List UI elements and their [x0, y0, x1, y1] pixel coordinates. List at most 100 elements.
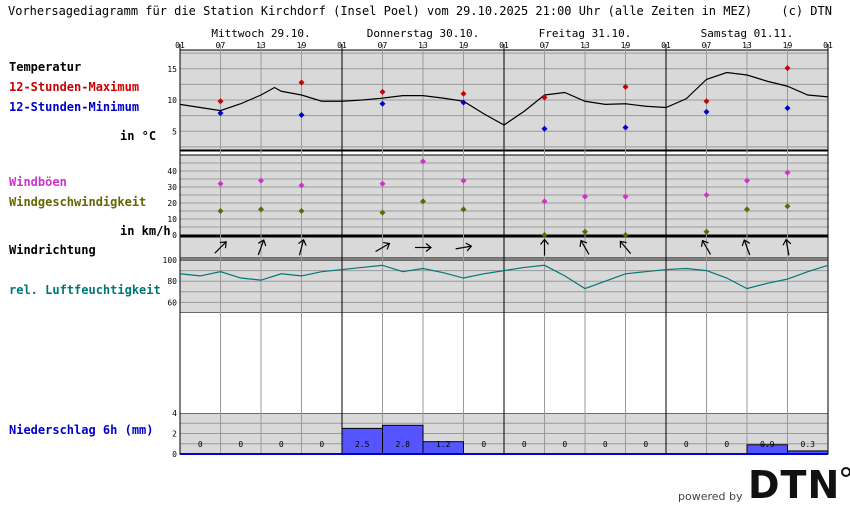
logo-dot-icon — [841, 467, 850, 477]
windspeed-point — [784, 203, 791, 210]
precip-value-label: 0 — [319, 440, 324, 449]
wind-arrow-icon — [214, 241, 227, 254]
precip-label: Niederschlag 6h (mm) — [9, 423, 154, 437]
wind-arrow-icon — [375, 241, 391, 253]
min12-point — [703, 108, 710, 115]
max12-point — [541, 94, 548, 101]
hour-tick-label: 19 — [783, 41, 793, 50]
wind-arrow-head — [741, 239, 751, 247]
precip-value-label: 0.9 — [760, 440, 775, 449]
hour-tick-label: 13 — [580, 41, 590, 50]
wind-arrow-shaft — [455, 245, 472, 250]
humidity-tick-label: 100 — [163, 256, 178, 265]
day-label: Donnerstag 30.10. — [367, 27, 480, 40]
max12-point — [460, 90, 467, 97]
humidity-line — [179, 264, 829, 290]
windspeed-point — [379, 209, 386, 216]
windspeed-point — [703, 228, 710, 235]
wind-arrow-icon — [700, 239, 712, 255]
temp-tick-label: 15 — [167, 65, 177, 74]
min12-point — [379, 100, 386, 107]
max12-point — [784, 65, 791, 72]
hour-tick-label: 19 — [297, 41, 307, 50]
gust-point — [460, 177, 467, 184]
precip-value-label: 0 — [684, 440, 689, 449]
hour-tick-label: 07 — [216, 41, 226, 50]
max12-point — [703, 98, 710, 105]
precip-value-label: 0 — [481, 440, 486, 449]
wind-arrow-shaft — [785, 239, 790, 256]
wind-arrow-head — [257, 239, 267, 247]
humidity-label: rel. Luftfeuchtigkeit — [9, 283, 161, 297]
hour-tick-label: 13 — [418, 41, 428, 50]
max12-point — [217, 98, 224, 105]
windspeed-label: Windgeschwindigkeit — [9, 195, 147, 209]
precip-value-label: 0 — [238, 440, 243, 449]
gust-point — [217, 180, 224, 187]
max12-point — [379, 88, 386, 95]
windspeed-point — [622, 232, 629, 238]
wind-tick-label: 10 — [167, 215, 177, 224]
wind-unit: in km/h — [120, 224, 171, 238]
precip-value-label: 0 — [643, 440, 648, 449]
precip-value-label: 0.3 — [801, 440, 816, 449]
wind-arrow-icon — [540, 238, 549, 256]
gust-point — [298, 182, 305, 189]
wind-tick-label: 40 — [167, 167, 177, 176]
wind-arrow-icon — [298, 238, 307, 256]
wind-arrow-icon — [619, 240, 632, 255]
precip-value-label: 0 — [198, 440, 203, 449]
gust-point — [703, 192, 710, 198]
wind-arrow-shaft — [619, 240, 632, 255]
min12-point — [217, 110, 224, 117]
hour-tick-label: 01 — [499, 41, 509, 50]
precip-value-label: 0 — [603, 440, 608, 449]
temp-tick-label: 5 — [172, 127, 177, 136]
precip-value-label: 2.8 — [396, 440, 411, 449]
winddir-label: Windrichtung — [9, 243, 96, 257]
wind-arrow-head — [782, 238, 792, 246]
hour-tick-label: 13 — [256, 41, 266, 50]
wind-arrow-shaft — [375, 242, 390, 253]
temperature-unit: in °C — [120, 129, 157, 143]
chart-header: Vorhersagediagramm für die Station Kirch… — [8, 4, 832, 18]
wind-arrow-icon — [741, 239, 751, 256]
wind-arrow-icon — [579, 239, 590, 255]
wind-arrow-head — [465, 242, 473, 252]
precip-tick-label: 0 — [172, 450, 177, 459]
wind-arrow-shaft — [298, 239, 305, 256]
wind-arrow-head — [425, 243, 432, 252]
gust-point — [744, 177, 750, 184]
min12-point — [298, 112, 305, 118]
wind-arrow-icon — [257, 239, 267, 256]
wind-arrow-shaft — [580, 240, 590, 255]
max12-label: 12-Stunden-Maximum — [9, 80, 140, 94]
hour-tick-label: 13 — [742, 41, 752, 50]
min12-point — [460, 99, 467, 106]
wind-arrow-icon — [415, 243, 432, 252]
wind-arrow-icon — [455, 242, 473, 252]
windspeed-point — [541, 232, 548, 238]
temp-tick-label: 10 — [167, 96, 177, 105]
min12-point — [784, 105, 791, 112]
wind-arrow-head — [619, 240, 627, 248]
precip-value-label: 0 — [562, 440, 567, 449]
precip-value-label: 0 — [724, 440, 729, 449]
wind-arrow-head — [383, 241, 391, 250]
windspeed-point — [298, 208, 305, 214]
gust-point — [784, 169, 791, 176]
hour-tick-label: 01 — [661, 41, 671, 50]
wind-arrow-head — [579, 239, 588, 247]
windspeed-point — [582, 228, 588, 235]
hour-tick-label: 01 — [337, 41, 347, 50]
gust-point — [582, 193, 588, 200]
wind-tick-label: 20 — [167, 199, 177, 208]
precip-value-label: 0 — [279, 440, 284, 449]
gust-point — [258, 177, 264, 184]
windspeed-point — [420, 198, 426, 205]
wind-arrow-shaft — [214, 241, 227, 254]
wind-arrow-icon — [782, 238, 792, 256]
gust-point — [420, 158, 426, 165]
day-label: Freitag 31.10. — [539, 27, 632, 40]
gusts-label: Windböen — [9, 175, 67, 189]
